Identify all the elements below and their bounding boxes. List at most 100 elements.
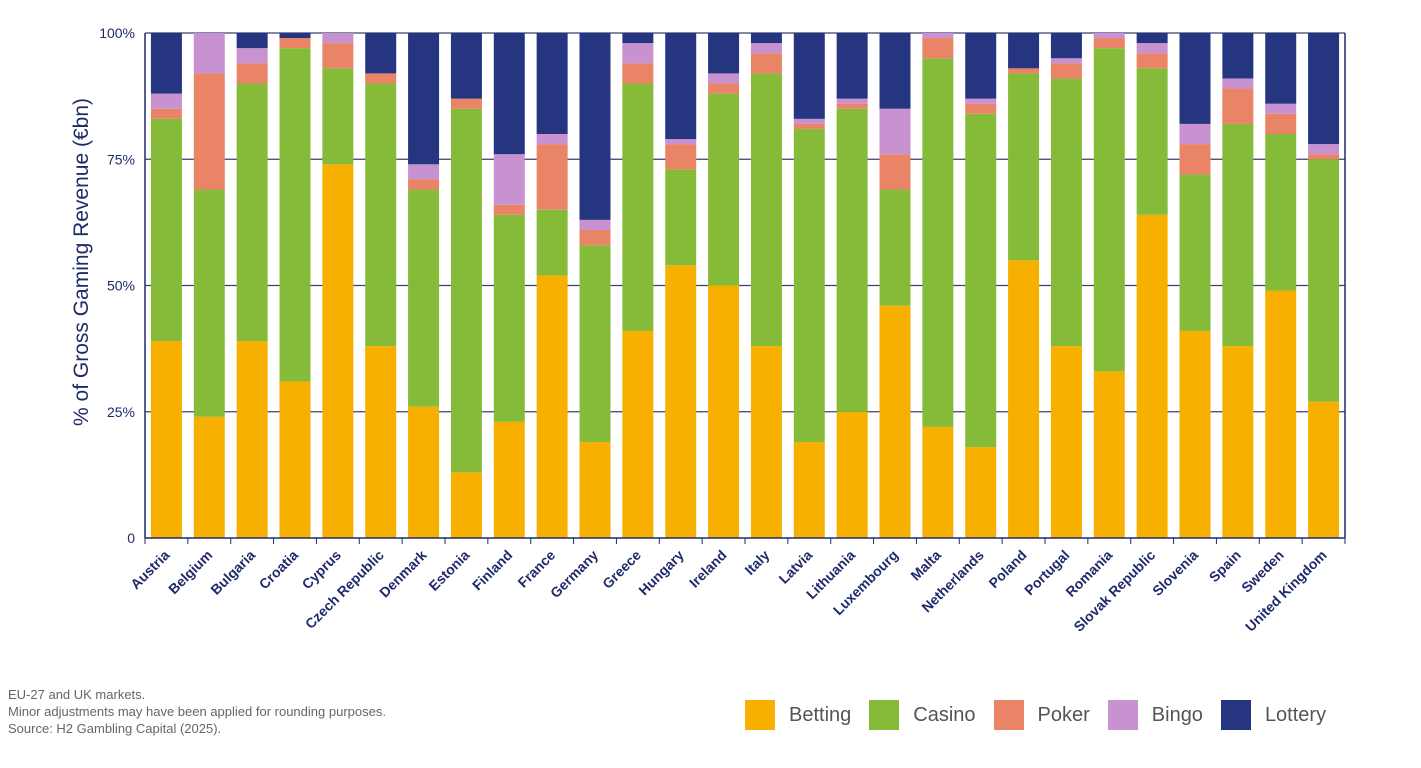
bar-segment-lottery bbox=[150, 33, 182, 94]
bar-segment-poker bbox=[1093, 38, 1125, 49]
bar-segment-casino bbox=[665, 169, 697, 266]
bar-segment-betting bbox=[279, 381, 311, 538]
bar-segment-bingo bbox=[322, 33, 354, 44]
bar-segment-bingo bbox=[1136, 43, 1168, 54]
bar-segment-bingo bbox=[965, 98, 997, 104]
bar-segment-poker bbox=[236, 63, 268, 84]
bar-segment-bingo bbox=[793, 118, 825, 124]
bar-segment-casino bbox=[1308, 159, 1340, 402]
bar-segment-betting bbox=[750, 346, 782, 538]
y-tick-label: 0 bbox=[127, 530, 135, 546]
bar-segment-poker bbox=[922, 38, 954, 59]
bar-segment-lottery bbox=[279, 33, 311, 39]
bar-segment-poker bbox=[579, 229, 611, 246]
x-tick-label: Slovak Republic bbox=[1070, 547, 1158, 635]
bar-segment-poker bbox=[708, 83, 740, 94]
bar-segment-poker bbox=[1136, 53, 1168, 69]
y-tick-label: 50% bbox=[107, 278, 135, 294]
bar-segment-bingo bbox=[1093, 33, 1125, 39]
bar-segment-betting bbox=[1179, 330, 1211, 538]
bar-segment-betting bbox=[793, 442, 825, 538]
x-tick-label: Slovenia bbox=[1149, 547, 1201, 599]
bar-segment-betting bbox=[365, 346, 397, 538]
bar-segment-poker bbox=[879, 154, 911, 190]
bar-segment-betting bbox=[1008, 260, 1040, 538]
legend-label-bingo: Bingo bbox=[1151, 703, 1203, 726]
y-tick-label: 100% bbox=[99, 25, 135, 41]
bar-segment-betting bbox=[236, 341, 268, 538]
bar-segment-lottery bbox=[708, 33, 740, 74]
bar-segment-poker bbox=[193, 73, 225, 190]
bar-segment-bingo bbox=[1308, 144, 1340, 155]
bar-segment-poker bbox=[622, 63, 654, 84]
bar-segment-poker bbox=[279, 38, 311, 49]
bar-segment-casino bbox=[1179, 174, 1211, 331]
bar-segment-poker bbox=[1308, 154, 1340, 160]
bar-segment-poker bbox=[1179, 144, 1211, 175]
bar-segment-betting bbox=[1265, 290, 1297, 538]
bar-segment-casino bbox=[1050, 78, 1082, 347]
bar-segment-casino bbox=[536, 209, 568, 276]
bar-segment-casino bbox=[193, 189, 225, 417]
bar-segment-betting bbox=[150, 341, 182, 538]
note-markets: EU-27 and UK markets. bbox=[8, 687, 146, 702]
bar-segment-betting bbox=[836, 411, 868, 538]
bar-segment-poker bbox=[665, 144, 697, 170]
bar-segment-poker bbox=[450, 98, 482, 109]
legend-label-poker: Poker bbox=[1037, 703, 1090, 726]
bar-segment-lottery bbox=[836, 33, 868, 99]
bar-segment-poker bbox=[1222, 88, 1254, 124]
bar-segment-betting bbox=[493, 421, 525, 538]
bar-segment-lottery bbox=[793, 33, 825, 119]
bar-segment-lottery bbox=[236, 33, 268, 49]
bar-segment-casino bbox=[236, 83, 268, 342]
legend-swatch-betting bbox=[745, 700, 775, 730]
bar-segment-betting bbox=[622, 330, 654, 538]
bar-segment-casino bbox=[493, 214, 525, 422]
bar-segment-betting bbox=[536, 275, 568, 538]
bar-segment-casino bbox=[322, 68, 354, 165]
bar-segment-poker bbox=[1008, 68, 1040, 74]
bar-segment-casino bbox=[622, 83, 654, 331]
bar-segment-betting bbox=[1050, 346, 1082, 538]
x-tick-label: Germany bbox=[547, 547, 601, 601]
bar-segment-betting bbox=[408, 406, 440, 538]
y-tick-label: 75% bbox=[107, 151, 135, 167]
bar-segment-betting bbox=[579, 442, 611, 538]
bar-segment-casino bbox=[450, 108, 482, 473]
x-tick-label: Finland bbox=[469, 547, 516, 594]
x-tick-label: Hungary bbox=[635, 547, 687, 599]
legend-swatch-lottery bbox=[1220, 700, 1251, 730]
bar-segment-casino bbox=[1136, 68, 1168, 215]
x-tick-label: Ireland bbox=[686, 547, 730, 591]
bar-segment-lottery bbox=[879, 33, 911, 109]
bars bbox=[150, 33, 1340, 539]
bar-segment-betting bbox=[708, 285, 740, 538]
bar-segment-casino bbox=[1093, 48, 1125, 372]
bar-segment-lottery bbox=[579, 33, 611, 220]
bar-segment-poker bbox=[322, 43, 354, 69]
bar-segment-casino bbox=[750, 73, 782, 347]
bar-segment-bingo bbox=[1179, 123, 1211, 145]
legend-label-lottery: Lottery bbox=[1264, 703, 1327, 726]
bar-segment-betting bbox=[1136, 214, 1168, 539]
bar-segment-lottery bbox=[1222, 33, 1254, 79]
bar-segment-casino bbox=[708, 93, 740, 286]
bar-segment-casino bbox=[922, 58, 954, 427]
bar-segment-betting bbox=[922, 426, 954, 538]
bar-segment-casino bbox=[879, 189, 911, 306]
bar-segment-poker bbox=[965, 103, 997, 114]
bar-segment-lottery bbox=[1265, 33, 1297, 104]
bar-segment-betting bbox=[1093, 371, 1125, 538]
x-tick-label: Belgium bbox=[165, 547, 215, 597]
legend-swatch-poker bbox=[993, 700, 1024, 730]
bar-segment-bingo bbox=[408, 164, 440, 180]
bar-segment-lottery bbox=[665, 33, 697, 140]
bar-segment-betting bbox=[965, 447, 997, 538]
bar-segment-lottery bbox=[493, 33, 525, 155]
bar-segment-bingo bbox=[750, 43, 782, 54]
x-tick-label: Croatia bbox=[256, 547, 302, 593]
bar-segment-poker bbox=[750, 53, 782, 74]
note-rounding: Minor adjustments may have been applied … bbox=[8, 704, 386, 719]
x-tick-label: Italy bbox=[741, 547, 772, 578]
